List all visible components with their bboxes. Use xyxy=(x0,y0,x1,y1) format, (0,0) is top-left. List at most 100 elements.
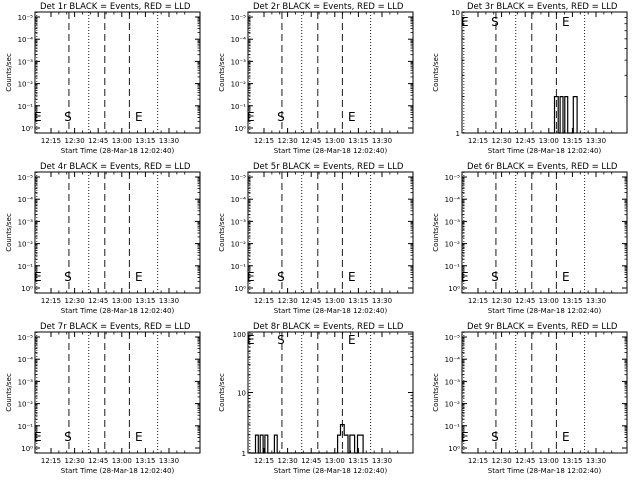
y-tick-label: 10⁻² xyxy=(445,401,461,409)
event-marker-label: E xyxy=(461,270,469,284)
event-marker-label: S xyxy=(277,333,285,347)
panel-det-8: Det 8r BLACK = Events, RED = LLD 1 10 100 Co… xyxy=(218,322,414,475)
y-tick-label: 10⁻⁴ xyxy=(231,196,247,204)
x-tick-label: 12:30 xyxy=(278,297,298,305)
x-tick-label: 13:30 xyxy=(159,137,179,145)
x-axis-label: Start Time (28-Mar-18 12:02:40) xyxy=(274,147,388,155)
y-tick-label: 10⁻¹ xyxy=(445,423,461,431)
x-axis-label: Start Time (28-Mar-18 12:02:40) xyxy=(61,147,175,155)
x-tick-label: 13:30 xyxy=(159,297,179,305)
event-marker-label: E xyxy=(461,15,469,29)
y-tick-label: 10⁰ xyxy=(21,125,33,133)
x-tick-label: 12:45 xyxy=(88,457,108,465)
y-tick-label: 10⁻¹ xyxy=(18,103,34,111)
x-tick-label: 12:30 xyxy=(65,297,85,305)
event-marker-label: E xyxy=(562,430,570,444)
x-tick-label: 13:30 xyxy=(586,457,606,465)
event-marker-label: E xyxy=(348,110,356,124)
events-series-line xyxy=(249,423,364,454)
x-axis-label: Start Time (28-Mar-18 12:02:40) xyxy=(274,307,388,315)
x-tick-label: 12:15 xyxy=(468,457,488,465)
event-marker-label: E xyxy=(461,430,469,444)
event-marker-label: E xyxy=(562,270,570,284)
y-tick-label: 10⁻² xyxy=(445,241,461,249)
x-tick-label: 13:15 xyxy=(562,137,582,145)
y-tick-label: 10⁰ xyxy=(21,445,33,453)
x-tick-label: 13:00 xyxy=(539,457,559,465)
x-tick-label: 13:00 xyxy=(325,297,345,305)
panel-title: Det 8r BLACK = Events, RED = LLD xyxy=(253,322,404,332)
panel-det-5: Det 5r BLACK = Events, RED = LLD 10⁰ 10⁻¹ 1… xyxy=(218,162,414,315)
x-tick-label: 13:00 xyxy=(112,137,132,145)
x-tick-label: 12:15 xyxy=(254,297,274,305)
y-tick-label: 10⁻⁴ xyxy=(445,356,461,364)
x-tick-label: 12:30 xyxy=(65,137,85,145)
panel-det-1: Det 1r BLACK = Events, RED = LLD 10⁰ 10⁻¹ 1… xyxy=(5,2,201,155)
y-tick-label: 10⁻² xyxy=(231,81,247,89)
y-tick-label: 10⁻¹ xyxy=(231,103,247,111)
y-tick-label: 10⁻² xyxy=(18,241,34,249)
y-tick-label: 10⁻¹ xyxy=(18,263,34,271)
x-tick-label: 13:00 xyxy=(112,297,132,305)
x-tick-label: 12:15 xyxy=(41,137,61,145)
y-tick-label: 10⁰ xyxy=(21,285,33,293)
x-tick-label: 12:45 xyxy=(515,137,535,145)
event-marker-label: E xyxy=(34,110,42,124)
event-marker-label: S xyxy=(64,270,72,284)
x-tick-label: 12:15 xyxy=(41,297,61,305)
panel-title: Det 5r BLACK = Events, RED = LLD xyxy=(253,162,404,172)
y-tick-label: 10⁻⁵ xyxy=(445,334,461,342)
y-axis-label: Counts/sec xyxy=(218,213,226,252)
y-axis-label: Counts/sec xyxy=(5,213,13,252)
x-tick-label: 13:15 xyxy=(562,457,582,465)
event-marker-label: E xyxy=(135,430,143,444)
event-marker-label: E xyxy=(348,333,356,347)
panel-det-4: Det 4r BLACK = Events, RED = LLD 10⁰ 10⁻¹ 1… xyxy=(5,162,201,315)
x-tick-label: 13:30 xyxy=(586,297,606,305)
plot-frame xyxy=(247,331,414,454)
plot-frame xyxy=(34,331,201,454)
event-marker-label: E xyxy=(135,110,143,124)
plot-frame xyxy=(461,11,628,134)
panel-det-9: Det 9r BLACK = Events, RED = LLD 10⁰ 10⁻¹ 1… xyxy=(432,322,628,475)
y-axis-label: Counts/sec xyxy=(218,373,226,412)
x-axis-label: Start Time (28-Mar-18 12:02:40) xyxy=(488,307,602,315)
event-marker-label: E xyxy=(34,270,42,284)
x-tick-label: 13:00 xyxy=(112,457,132,465)
event-marker-label: S xyxy=(491,15,499,29)
panel-det-6: Det 6r BLACK = Events, RED = LLD 10⁰ 10⁻¹ 1… xyxy=(432,162,628,315)
x-tick-label: 12:30 xyxy=(278,457,298,465)
x-tick-label: 13:30 xyxy=(372,297,392,305)
panel-det-3: Det 3r BLACK = Events, RED = LLD 1 10 Count… xyxy=(432,2,628,155)
x-tick-label: 12:15 xyxy=(254,137,274,145)
y-tick-label: 10 xyxy=(237,390,246,398)
y-tick-label: 10⁰ xyxy=(234,125,246,133)
event-marker-label: E xyxy=(34,430,42,444)
y-tick-label: 10⁻⁵ xyxy=(18,174,34,182)
panel-title: Det 3r BLACK = Events, RED = LLD xyxy=(467,2,618,12)
y-tick-label: 10⁻¹ xyxy=(231,263,247,271)
y-tick-label: 1 xyxy=(456,130,460,138)
event-marker-label: E xyxy=(247,333,255,347)
x-tick-label: 13:15 xyxy=(135,457,155,465)
panel-title: Det 4r BLACK = Events, RED = LLD xyxy=(40,162,191,172)
y-tick-label: 10⁻⁴ xyxy=(445,196,461,204)
panel-title: Det 7r BLACK = Events, RED = LLD xyxy=(40,322,191,332)
panel-det-7: Det 7r BLACK = Events, RED = LLD 10⁰ 10⁻¹ 1… xyxy=(5,322,201,475)
x-tick-label: 13:15 xyxy=(348,297,368,305)
x-tick-label: 13:15 xyxy=(135,297,155,305)
y-tick-label: 10⁻³ xyxy=(445,378,461,386)
x-axis-label: Start Time (28-Mar-18 12:02:40) xyxy=(274,467,388,475)
plot-frame xyxy=(461,331,628,454)
y-tick-label: 10⁻³ xyxy=(18,218,34,226)
x-tick-label: 12:45 xyxy=(515,297,535,305)
y-tick-label: 10⁰ xyxy=(448,445,460,453)
y-tick-label: 10⁻³ xyxy=(18,58,34,66)
x-tick-label: 13:30 xyxy=(586,137,606,145)
x-tick-label: 13:00 xyxy=(325,457,345,465)
x-tick-label: 12:45 xyxy=(301,457,321,465)
y-tick-label: 10⁻³ xyxy=(445,218,461,226)
x-tick-label: 13:30 xyxy=(372,137,392,145)
plot-frame xyxy=(34,11,201,134)
